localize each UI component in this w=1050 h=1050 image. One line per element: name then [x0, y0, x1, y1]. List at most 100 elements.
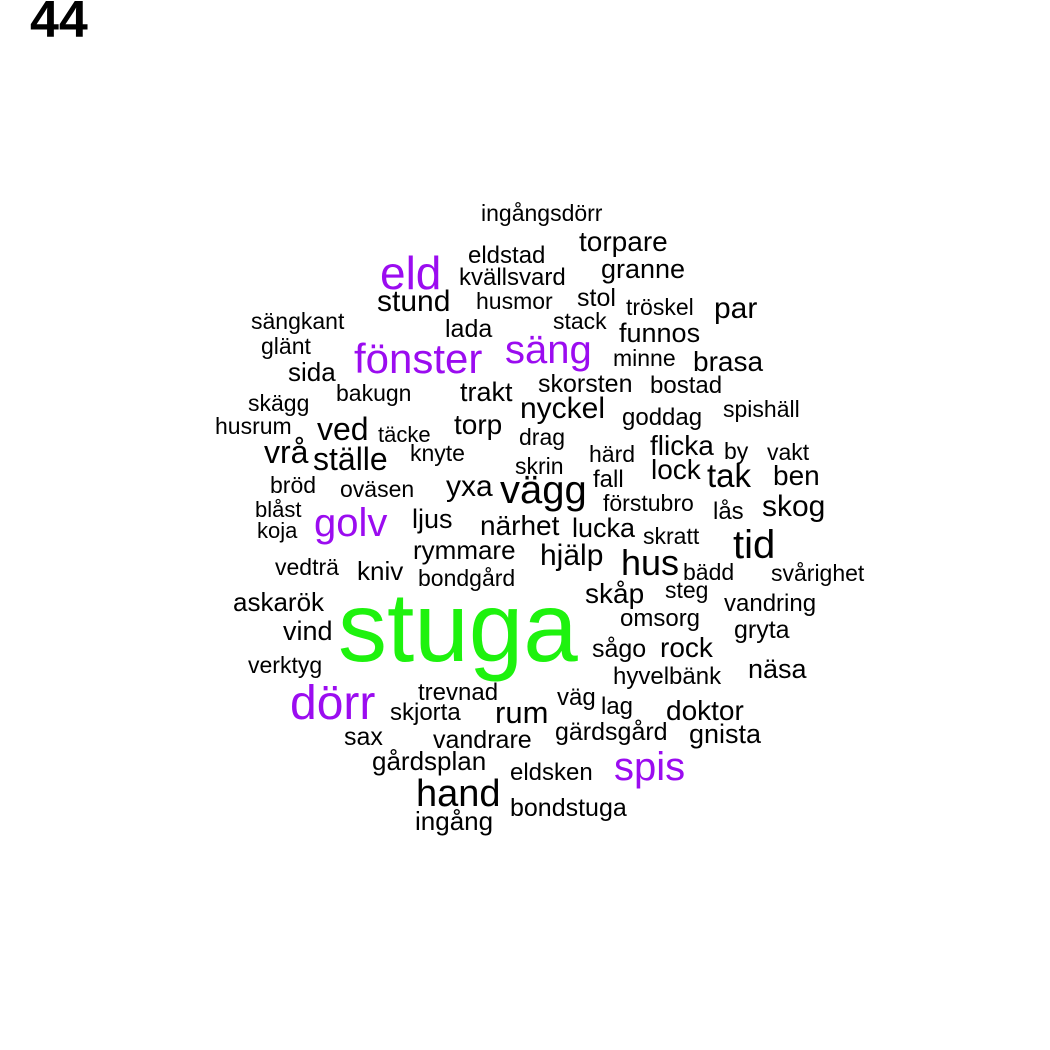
word-hyvelbank: hyvelbänk: [613, 663, 722, 690]
word-stalle: ställe: [313, 441, 388, 477]
word-lock: lock: [651, 454, 701, 485]
word-skap: skåp: [585, 578, 645, 609]
word-blast: blåst: [255, 497, 302, 522]
word-eld: eld: [380, 247, 442, 299]
word-kvallsvard: kvällsvard: [459, 264, 566, 291]
word-husrum: husrum: [215, 413, 292, 439]
word-rock: rock: [660, 632, 713, 663]
word-eldsken: eldsken: [510, 759, 593, 786]
word-vra: vrå: [264, 434, 309, 470]
word-stund: stund: [377, 285, 451, 318]
word-ingangsdorr: ingångsdörr: [481, 200, 603, 226]
word-ovasen: oväsen: [340, 476, 415, 502]
word-ljus: ljus: [412, 504, 453, 534]
word-hus: hus: [621, 542, 680, 583]
page-number: 44: [30, 0, 88, 49]
word-vind: vind: [283, 616, 333, 646]
word-omsorg: omsorg: [620, 605, 701, 632]
word-steg: steg: [665, 577, 709, 603]
word-gardsgard: gärdsgård: [555, 718, 668, 746]
word-skagg: skägg: [248, 390, 310, 416]
word-tak: tak: [707, 457, 752, 494]
word-vedtra: vedträ: [275, 554, 339, 580]
word-knyte: knyte: [410, 440, 465, 466]
word-koja: koja: [257, 518, 298, 543]
word-hjalp: hjälp: [540, 539, 604, 572]
word-golv: golv: [314, 501, 388, 545]
word-skog: skog: [762, 490, 826, 523]
word-gardsplan: gårdsplan: [372, 746, 487, 776]
word-sangkant: sängkant: [251, 308, 345, 334]
word-nasa: näsa: [748, 654, 807, 684]
word-bakugn: bakugn: [336, 380, 412, 406]
word-funnos: funnos: [619, 318, 701, 348]
word-doktor: doktor: [666, 695, 744, 726]
word-verktyg: verktyg: [248, 652, 323, 678]
word-lag: lag: [601, 693, 634, 720]
word-vag: väg: [557, 684, 596, 711]
word-ingang: ingång: [415, 806, 494, 836]
word-torp: torp: [454, 409, 503, 440]
word-brasa: brasa: [693, 346, 764, 377]
word-vakt: vakt: [767, 439, 810, 465]
word-tid: tid: [733, 523, 776, 567]
word-narhet: närhet: [480, 510, 560, 541]
word-par: par: [714, 292, 758, 325]
word-gryta: gryta: [734, 616, 790, 644]
word-bostad: bostad: [650, 372, 723, 399]
word-vagg: vägg: [500, 468, 587, 512]
word-badd: bädd: [683, 559, 735, 585]
word-skorsten: skorsten: [538, 370, 633, 398]
word-brod: bröd: [270, 472, 317, 498]
word-sida: sida: [288, 357, 336, 387]
word-stack: stack: [553, 308, 607, 334]
word-tacke: täcke: [378, 422, 431, 447]
word-bondstuga: bondstuga: [510, 794, 627, 822]
word-troskel: tröskel: [626, 294, 694, 320]
word-spishall: spishäll: [723, 396, 800, 422]
word-bondgard: bondgård: [418, 565, 516, 591]
word-svarighet: svårighet: [771, 560, 865, 586]
word-hand: hand: [416, 773, 501, 815]
word-nyckel: nyckel: [520, 392, 606, 425]
word-flicka: flicka: [650, 430, 714, 461]
word-vandrare: vandrare: [433, 726, 532, 754]
word-sang: säng: [505, 328, 592, 372]
word-skratt: skratt: [643, 523, 700, 549]
word-forstubro: förstubro: [603, 490, 694, 516]
word-gnista: gnista: [689, 719, 762, 749]
word-lucka: lucka: [572, 513, 636, 543]
word-fonster: fönster: [354, 335, 483, 382]
word-stuga: stuga: [338, 572, 578, 682]
word-sago: sågo: [592, 635, 647, 663]
word-ben: ben: [773, 460, 820, 491]
word-trevnad: trevnad: [418, 679, 499, 706]
word-eldstad: eldstad: [468, 242, 546, 269]
word-kniv: kniv: [357, 556, 404, 586]
word-drag: drag: [519, 424, 566, 450]
word-trakt: trakt: [460, 377, 513, 407]
word-skrin: skrin: [515, 453, 564, 479]
word-vandring: vandring: [724, 590, 817, 617]
word-dorr: dörr: [290, 677, 376, 730]
word-minne: minne: [613, 345, 676, 371]
word-lada: lada: [445, 315, 493, 343]
word-granne: granne: [601, 254, 686, 284]
word-sax: sax: [344, 723, 383, 751]
word-by: by: [724, 438, 749, 464]
word-yxa: yxa: [446, 470, 493, 503]
word-goddag: goddag: [622, 404, 703, 431]
word-torpare: torpare: [579, 226, 668, 257]
word-glant: glänt: [261, 333, 311, 359]
word-rum: rum: [495, 695, 549, 730]
word-skjorta: skjorta: [390, 699, 461, 726]
word-fall: fall: [593, 466, 624, 493]
word-askarok: askarök: [233, 587, 325, 617]
word-ved: ved: [317, 411, 369, 447]
word-husmor: husmor: [476, 288, 553, 314]
word-rymmare: rymmare: [413, 535, 516, 565]
word-las: lås: [713, 498, 744, 525]
word-hard: härd: [589, 441, 636, 467]
word-spis: spis: [614, 745, 686, 789]
